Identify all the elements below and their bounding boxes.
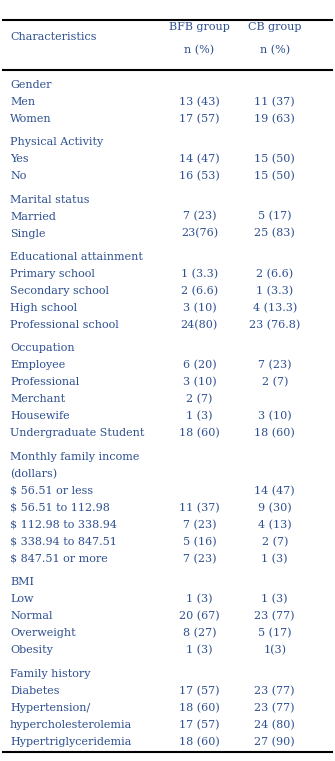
Text: Occupation: Occupation bbox=[10, 343, 75, 353]
Text: 5 (17): 5 (17) bbox=[258, 629, 291, 638]
Text: 1 (3.3): 1 (3.3) bbox=[256, 286, 293, 296]
Text: 16 (53): 16 (53) bbox=[179, 171, 220, 181]
Text: Low: Low bbox=[10, 594, 34, 604]
Text: 6 (20): 6 (20) bbox=[183, 360, 216, 371]
Text: Professional: Professional bbox=[10, 377, 79, 387]
Text: Overweight: Overweight bbox=[10, 629, 76, 638]
Text: Gender: Gender bbox=[10, 80, 52, 90]
Text: 25 (83): 25 (83) bbox=[254, 228, 295, 239]
Text: 23 (77): 23 (77) bbox=[255, 702, 295, 713]
Text: 1 (3): 1 (3) bbox=[186, 411, 213, 422]
Text: 7 (23): 7 (23) bbox=[183, 520, 216, 530]
Text: 20 (67): 20 (67) bbox=[179, 611, 220, 622]
Text: Educational attainment: Educational attainment bbox=[10, 252, 143, 262]
Text: Single: Single bbox=[10, 228, 46, 238]
Text: 18 (60): 18 (60) bbox=[254, 428, 295, 438]
Text: 7 (23): 7 (23) bbox=[258, 360, 291, 371]
Text: (dollars): (dollars) bbox=[10, 469, 57, 479]
Text: 14 (47): 14 (47) bbox=[179, 154, 220, 164]
Text: 15 (50): 15 (50) bbox=[254, 171, 295, 181]
Text: 17 (57): 17 (57) bbox=[179, 113, 219, 124]
Text: BMI: BMI bbox=[10, 578, 34, 587]
Text: 3 (10): 3 (10) bbox=[258, 411, 291, 422]
Text: 23 (77): 23 (77) bbox=[255, 611, 295, 622]
Text: 24 (80): 24 (80) bbox=[254, 720, 295, 730]
Text: Employee: Employee bbox=[10, 361, 65, 371]
Text: Marital status: Marital status bbox=[10, 195, 89, 205]
Text: 18 (60): 18 (60) bbox=[179, 702, 220, 713]
Text: 11 (37): 11 (37) bbox=[179, 503, 220, 513]
Text: Monthly family income: Monthly family income bbox=[10, 452, 139, 462]
Text: 2 (6.6): 2 (6.6) bbox=[256, 269, 293, 279]
Text: 8 (27): 8 (27) bbox=[183, 629, 216, 638]
Text: $ 338.94 to 847.51: $ 338.94 to 847.51 bbox=[10, 537, 117, 547]
Text: 2 (7): 2 (7) bbox=[262, 377, 288, 387]
Text: 7 (23): 7 (23) bbox=[183, 554, 216, 564]
Text: Men: Men bbox=[10, 97, 35, 107]
Text: Primary school: Primary school bbox=[10, 269, 95, 279]
Text: 2 (7): 2 (7) bbox=[262, 537, 288, 547]
Text: 24(80): 24(80) bbox=[181, 320, 218, 330]
Text: 1 (3.3): 1 (3.3) bbox=[181, 269, 218, 279]
Text: 1(3): 1(3) bbox=[263, 645, 286, 655]
Text: 27 (90): 27 (90) bbox=[254, 737, 295, 747]
Text: $ 56.51 or less: $ 56.51 or less bbox=[10, 486, 93, 496]
Text: CB group: CB group bbox=[248, 22, 302, 33]
Text: 23(76): 23(76) bbox=[181, 228, 218, 239]
Text: High school: High school bbox=[10, 303, 77, 313]
Text: Obesity: Obesity bbox=[10, 645, 53, 655]
Text: 3 (10): 3 (10) bbox=[183, 303, 216, 313]
Text: Hypertriglyceridemia: Hypertriglyceridemia bbox=[10, 737, 131, 747]
Text: Hypertension/: Hypertension/ bbox=[10, 703, 90, 713]
Text: 4 (13): 4 (13) bbox=[258, 520, 291, 530]
Text: $ 112.98 to 338.94: $ 112.98 to 338.94 bbox=[10, 520, 117, 530]
Text: Professional school: Professional school bbox=[10, 320, 119, 330]
Text: 18 (60): 18 (60) bbox=[179, 428, 220, 438]
Text: Characteristics: Characteristics bbox=[10, 32, 96, 43]
Text: No: No bbox=[10, 171, 26, 181]
Text: Diabetes: Diabetes bbox=[10, 686, 60, 696]
Text: 13 (43): 13 (43) bbox=[179, 97, 220, 107]
Text: Women: Women bbox=[10, 113, 52, 123]
Text: 2 (6.6): 2 (6.6) bbox=[181, 286, 218, 296]
Text: BFB group: BFB group bbox=[169, 22, 230, 33]
Text: Family history: Family history bbox=[10, 669, 90, 679]
Text: Physical Activity: Physical Activity bbox=[10, 137, 103, 147]
Text: Undergraduate Student: Undergraduate Student bbox=[10, 428, 144, 438]
Text: Married: Married bbox=[10, 212, 56, 221]
Text: 19 (63): 19 (63) bbox=[254, 113, 295, 124]
Text: 1 (3): 1 (3) bbox=[261, 594, 288, 604]
Text: 4 (13.3): 4 (13.3) bbox=[253, 303, 297, 313]
Text: Yes: Yes bbox=[10, 154, 29, 164]
Text: 18 (60): 18 (60) bbox=[179, 737, 220, 747]
Text: 5 (16): 5 (16) bbox=[183, 537, 216, 547]
Text: Secondary school: Secondary school bbox=[10, 286, 109, 296]
Text: 23 (77): 23 (77) bbox=[255, 686, 295, 696]
Text: 14 (47): 14 (47) bbox=[254, 486, 295, 496]
Text: $ 847.51 or more: $ 847.51 or more bbox=[10, 554, 108, 564]
Text: 1 (3): 1 (3) bbox=[261, 554, 288, 564]
Text: 1 (3): 1 (3) bbox=[186, 645, 213, 655]
Text: 15 (50): 15 (50) bbox=[254, 154, 295, 164]
Text: n (%): n (%) bbox=[260, 45, 290, 56]
Text: n (%): n (%) bbox=[184, 45, 214, 56]
Text: Merchant: Merchant bbox=[10, 394, 65, 404]
Text: 23 (76.8): 23 (76.8) bbox=[249, 320, 300, 330]
Text: $ 56.51 to 112.98: $ 56.51 to 112.98 bbox=[10, 503, 110, 513]
Text: Housewife: Housewife bbox=[10, 412, 70, 422]
Text: 1 (3): 1 (3) bbox=[186, 594, 213, 604]
Text: hypercholesterolemia: hypercholesterolemia bbox=[10, 720, 132, 730]
Text: 9 (30): 9 (30) bbox=[258, 503, 291, 513]
Text: 17 (57): 17 (57) bbox=[179, 686, 219, 696]
Text: 11 (37): 11 (37) bbox=[254, 97, 295, 107]
Text: 17 (57): 17 (57) bbox=[179, 720, 219, 730]
Text: 5 (17): 5 (17) bbox=[258, 212, 291, 221]
Text: Normal: Normal bbox=[10, 611, 53, 622]
Text: 7 (23): 7 (23) bbox=[183, 212, 216, 221]
Text: 2 (7): 2 (7) bbox=[186, 394, 212, 405]
Text: 3 (10): 3 (10) bbox=[183, 377, 216, 387]
